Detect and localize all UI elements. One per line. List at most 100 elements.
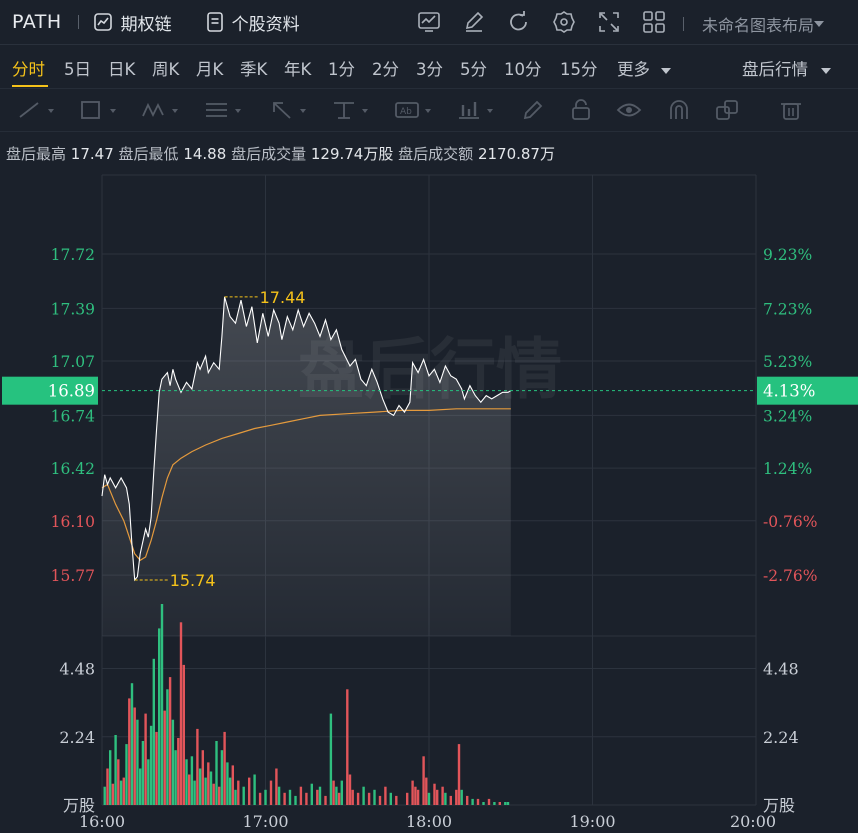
volume-bar (389, 792, 392, 805)
ticker-symbol[interactable]: PATH (12, 11, 62, 33)
volume-bar (414, 786, 417, 805)
settings-icon[interactable] (551, 10, 577, 34)
volume-bar (196, 728, 199, 805)
options-chain-label: 期权链 (120, 14, 172, 35)
duplicate-icon[interactable] (714, 99, 754, 121)
volume-tick-label-right: 4.48 (763, 660, 799, 679)
tab-period[interactable]: 月K (196, 60, 224, 79)
volume-bar (258, 792, 262, 805)
volume-bar (117, 759, 120, 805)
trash-icon[interactable] (778, 99, 818, 121)
rectangle-tool-icon[interactable] (78, 99, 118, 121)
text-tool-icon[interactable]: Ab (393, 99, 433, 121)
volume-bar (128, 698, 131, 805)
percent-tick-label: -2.76% (763, 567, 817, 585)
time-tick-label: 16:00 (79, 812, 125, 831)
edit-icon[interactable] (461, 10, 487, 34)
high-marker-label: 17.44 (260, 288, 306, 307)
stock-profile-button[interactable]: 个股资料 (206, 10, 300, 35)
period-tabs: 分时 5日 日K 周K 月K 季K 年K 1分 2分 3分 5分 10分 15分… (0, 45, 858, 87)
volume-bar (177, 738, 180, 805)
tab-period[interactable]: 3分 (416, 60, 443, 79)
current-price-badge (2, 376, 98, 405)
tab-period[interactable]: 分时 (12, 60, 45, 79)
volume-bar (119, 780, 123, 805)
volume-unit-left: 万股 (63, 796, 95, 815)
volume-bar (283, 792, 286, 805)
volume-bar (188, 774, 191, 805)
percent-tick-label: 1.24% (763, 460, 812, 478)
tab-more[interactable]: 更多 (617, 56, 672, 80)
price-tick-label: 17.39 (51, 300, 95, 318)
volume-bar (460, 789, 463, 805)
volume-bar (378, 795, 382, 805)
volume-bars (103, 604, 510, 805)
pattern-tool-icon[interactable] (140, 99, 180, 121)
volume-bar (275, 768, 278, 805)
tab-period[interactable]: 5分 (460, 60, 487, 79)
volume-bar (332, 780, 335, 805)
volume-bar (294, 795, 297, 805)
low-marker-label: 15.74 (170, 571, 216, 590)
volume-bar (111, 783, 115, 805)
current-pct-badge (757, 376, 858, 405)
options-chain-button[interactable]: 期权链 (93, 10, 172, 35)
volume-bar (166, 689, 169, 805)
indicator-icon[interactable] (416, 10, 442, 34)
volume-bar (449, 795, 452, 805)
tab-period[interactable]: 年K (284, 60, 312, 79)
eye-icon[interactable] (616, 99, 656, 121)
tab-period[interactable]: 周K (152, 60, 180, 79)
fullscreen-icon[interactable] (596, 10, 622, 34)
volume-bar (237, 780, 240, 805)
fib-tool-icon[interactable] (203, 99, 243, 121)
measure-tool-icon[interactable] (330, 99, 370, 121)
chart-tool-icon[interactable] (455, 99, 495, 121)
volume-tick-label-left: 2.24 (59, 728, 95, 747)
volume-bar (125, 744, 128, 805)
volume-bar (329, 713, 333, 805)
volume-bar (487, 798, 491, 805)
volume-bar (337, 792, 341, 805)
arrow-tool-icon[interactable] (268, 99, 308, 121)
volume-bar (436, 789, 439, 805)
tab-period[interactable]: 5日 (64, 60, 91, 79)
layout-selector[interactable]: 未命名图表布局 (683, 12, 825, 36)
drawing-toolbar: Ab (0, 88, 858, 132)
volume-bar (348, 774, 352, 805)
price-tick-label: 16.42 (51, 460, 95, 478)
volume-tick-label-right: 2.24 (763, 728, 799, 747)
volume-bar (174, 750, 177, 805)
volume-bar (212, 783, 215, 805)
volume-bar (466, 795, 469, 805)
volume-bar (190, 756, 194, 805)
volume-label: 盘后成交量 (231, 145, 307, 163)
lock-icon[interactable] (568, 99, 608, 121)
refresh-icon[interactable] (506, 10, 532, 34)
price-line (101, 296, 512, 582)
tab-period[interactable]: 季K (240, 60, 268, 79)
volume-bar (476, 798, 480, 805)
current-price-badges: 16.89 4.13% (2, 376, 858, 405)
brush-icon[interactable] (520, 99, 560, 121)
tab-period[interactable]: 10分 (504, 60, 542, 79)
volume-bar (444, 792, 447, 805)
volume-bar (114, 735, 117, 805)
amount-value: 2170.87万 (477, 145, 555, 163)
tab-period[interactable]: 2分 (372, 60, 399, 79)
volume-bar (218, 786, 221, 805)
line-tool-icon[interactable] (16, 99, 56, 121)
active-tab-indicator (12, 85, 48, 87)
tab-period[interactable]: 15分 (560, 60, 598, 79)
percent-tick-label: 5.23% (763, 353, 812, 371)
session-selector[interactable]: 盘后行情 (742, 56, 832, 80)
tab-period[interactable]: 日K (108, 60, 136, 79)
volume-bar (109, 750, 112, 805)
grid-layout-icon[interactable] (641, 10, 667, 34)
volume-bar (346, 689, 349, 805)
price-tick-label: 16.74 (51, 407, 96, 425)
price-tick-label: 17.07 (51, 353, 95, 371)
magnet-icon[interactable] (666, 99, 706, 121)
tab-period[interactable]: 1分 (328, 60, 355, 79)
